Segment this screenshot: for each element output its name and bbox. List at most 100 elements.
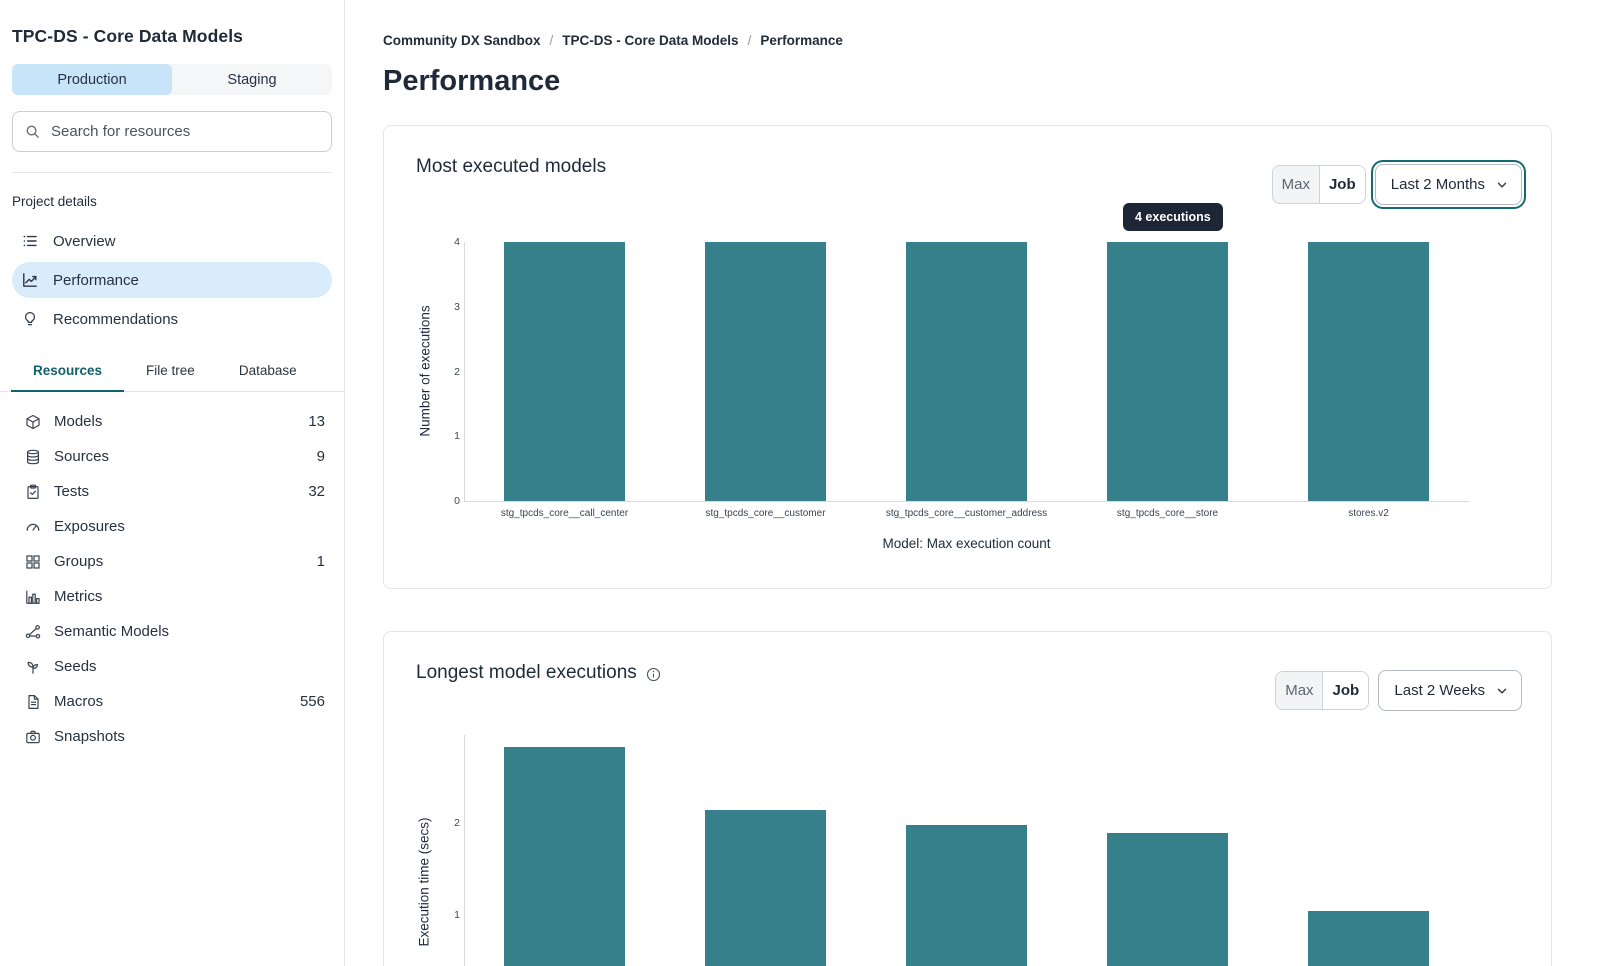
card1-job-button[interactable]: Job [1318,166,1365,203]
resource-label: Sources [54,448,110,465]
project-details-label: Project details [12,194,97,209]
cube-icon [25,414,41,430]
resource-row-macros[interactable]: Macros 556 [25,684,325,719]
y-axis-line [464,735,465,966]
bar-series-4[interactable] [1107,833,1228,966]
card2-job-button[interactable]: Job [1322,672,1369,709]
card2-date-range-select[interactable]: Last 2 Weeks [1378,670,1522,711]
card2-max-job-toggle: Max Job [1275,671,1370,710]
y-axis-tick: 0 [454,495,460,507]
search-input[interactable] [49,122,319,141]
resource-row-tests[interactable]: Tests 32 [25,474,325,509]
resource-label: Groups [54,553,104,570]
most-executed-models-chart: Number of executions 0 1 2 3 4 stg_tpcds_core_… [384,126,1551,588]
card-title-longest-executions: Longest model executions [416,662,661,684]
nav-item-label: Performance [53,271,139,289]
y-axis-label: Number of executions [417,305,433,437]
resource-label: Tests [54,483,90,500]
bar-stores.v2[interactable] [1308,242,1429,501]
bar-stg_tpcds_core__call_center[interactable] [504,242,625,501]
card1-date-range-select[interactable]: Last 2 Months [1374,164,1522,205]
resource-count: 9 [316,448,325,465]
main-content: Community DX Sandbox / TPC-DS - Core Data … [345,0,1621,966]
resource-row-snapshots[interactable]: Snapshots [25,719,325,754]
bar-series-2[interactable] [705,810,826,966]
nav-item-label: Overview [53,232,116,250]
x-axis-category-label: stg_tpcds_core__customer [705,508,826,519]
x-axis-category-label: stg_tpcds_core__store [1116,508,1219,519]
bar-series-5[interactable] [1308,911,1429,966]
camera-icon [25,729,41,745]
resource-label: Semantic Models [54,623,170,640]
chevron-down-icon [1496,685,1508,697]
gauge-icon [25,519,41,535]
longest-model-executions-chart: Execution time (secs) 2 1 [384,632,1551,966]
x-axis-title: Model: Max execution count [882,536,1051,551]
environment-toggle: Production Staging [12,64,332,95]
card1-max-job-toggle: Max Job [1271,165,1366,204]
file-text-icon [25,694,41,710]
resource-row-seeds[interactable]: Seeds [25,649,325,684]
resource-tabs: Resources File tree Database [0,363,344,392]
chart-tooltip: 4 executions [1123,203,1223,231]
resource-search[interactable] [12,111,332,152]
resource-count: 13 [308,413,325,430]
bar-chart-icon [25,589,41,605]
resource-row-groups[interactable]: Groups 1 [25,544,325,579]
bar-series-1[interactable] [504,747,625,966]
breadcrumb-item[interactable]: TPC-DS - Core Data Models [562,33,739,48]
resource-count: 556 [299,693,325,710]
env-tab-production[interactable]: Production [12,64,172,95]
breadcrumb-item[interactable]: Community DX Sandbox [383,33,541,48]
resource-count: 32 [308,483,325,500]
most-executed-models-card: Most executed models Max Job Last 2 Mont… [383,125,1552,589]
resource-row-exposures[interactable]: Exposures [25,509,325,544]
resource-row-metrics[interactable]: Metrics [25,579,325,614]
card2-max-button[interactable]: Max [1276,672,1323,709]
tab-resources[interactable]: Resources [11,363,125,392]
y-axis-tick: 2 [454,365,460,378]
info-icon[interactable] [646,667,661,682]
search-icon [25,124,40,139]
grid-icon [25,554,41,570]
resource-count: 1 [316,553,325,570]
card2-controls: Max Job Last 2 Weeks [1275,670,1522,711]
card-title-most-executed: Most executed models [416,156,607,177]
sidebar-item-recommendations[interactable]: Recommendations [12,301,332,337]
breadcrumb-separator: / [549,33,554,48]
resource-row-semantic-models[interactable]: Semantic Models [25,614,325,649]
longest-model-executions-card: Longest model executions Max Job Last 2 … [383,631,1552,966]
project-nav: Overview Performance Recommendations [12,223,332,337]
resource-list: Models 13 Sources 9 Tests 32 Exposures Groups 1 M… [12,404,332,754]
card1-max-button[interactable]: Max [1272,166,1319,203]
resource-row-models[interactable]: Models 13 [25,404,325,439]
resource-label: Metrics [54,588,103,605]
sidebar-item-overview[interactable]: Overview [12,223,332,259]
bar-stg_tpcds_core__store[interactable] [1107,242,1228,501]
bar-series-3[interactable] [906,825,1027,966]
sidebar: TPC-DS - Core Data Models Production Sta… [0,0,345,966]
resource-label: Macros [54,693,104,710]
y-axis-tick: 3 [454,300,460,313]
y-axis-tick: 1 [454,909,460,921]
bar-stg_tpcds_core__customer[interactable] [705,242,826,501]
chevron-down-icon [1496,179,1508,191]
chart-line-icon [22,272,38,288]
env-tab-staging[interactable]: Staging [172,64,332,95]
x-axis-category-label: stores.v2 [1348,508,1389,519]
y-axis-tick: 4 [454,236,460,248]
y-axis-tick: 1 [454,430,460,443]
tab-database[interactable]: Database [238,363,297,378]
database-icon [25,449,41,465]
resource-label: Snapshots [54,728,125,745]
sidebar-item-performance[interactable]: Performance [12,262,332,298]
resource-label: Exposures [54,518,125,535]
x-axis-category-label: stg_tpcds_core__customer_address [885,508,1048,519]
card1-controls: Max Job Last 2 Months [1271,164,1522,205]
graph-nodes-icon [25,624,41,640]
bar-stg_tpcds_core__customer_address[interactable] [906,242,1027,501]
page-title: Performance [383,65,561,97]
tab-file-tree[interactable]: File tree [146,363,195,378]
x-axis-line [464,501,1469,502]
resource-row-sources[interactable]: Sources 9 [25,439,325,474]
